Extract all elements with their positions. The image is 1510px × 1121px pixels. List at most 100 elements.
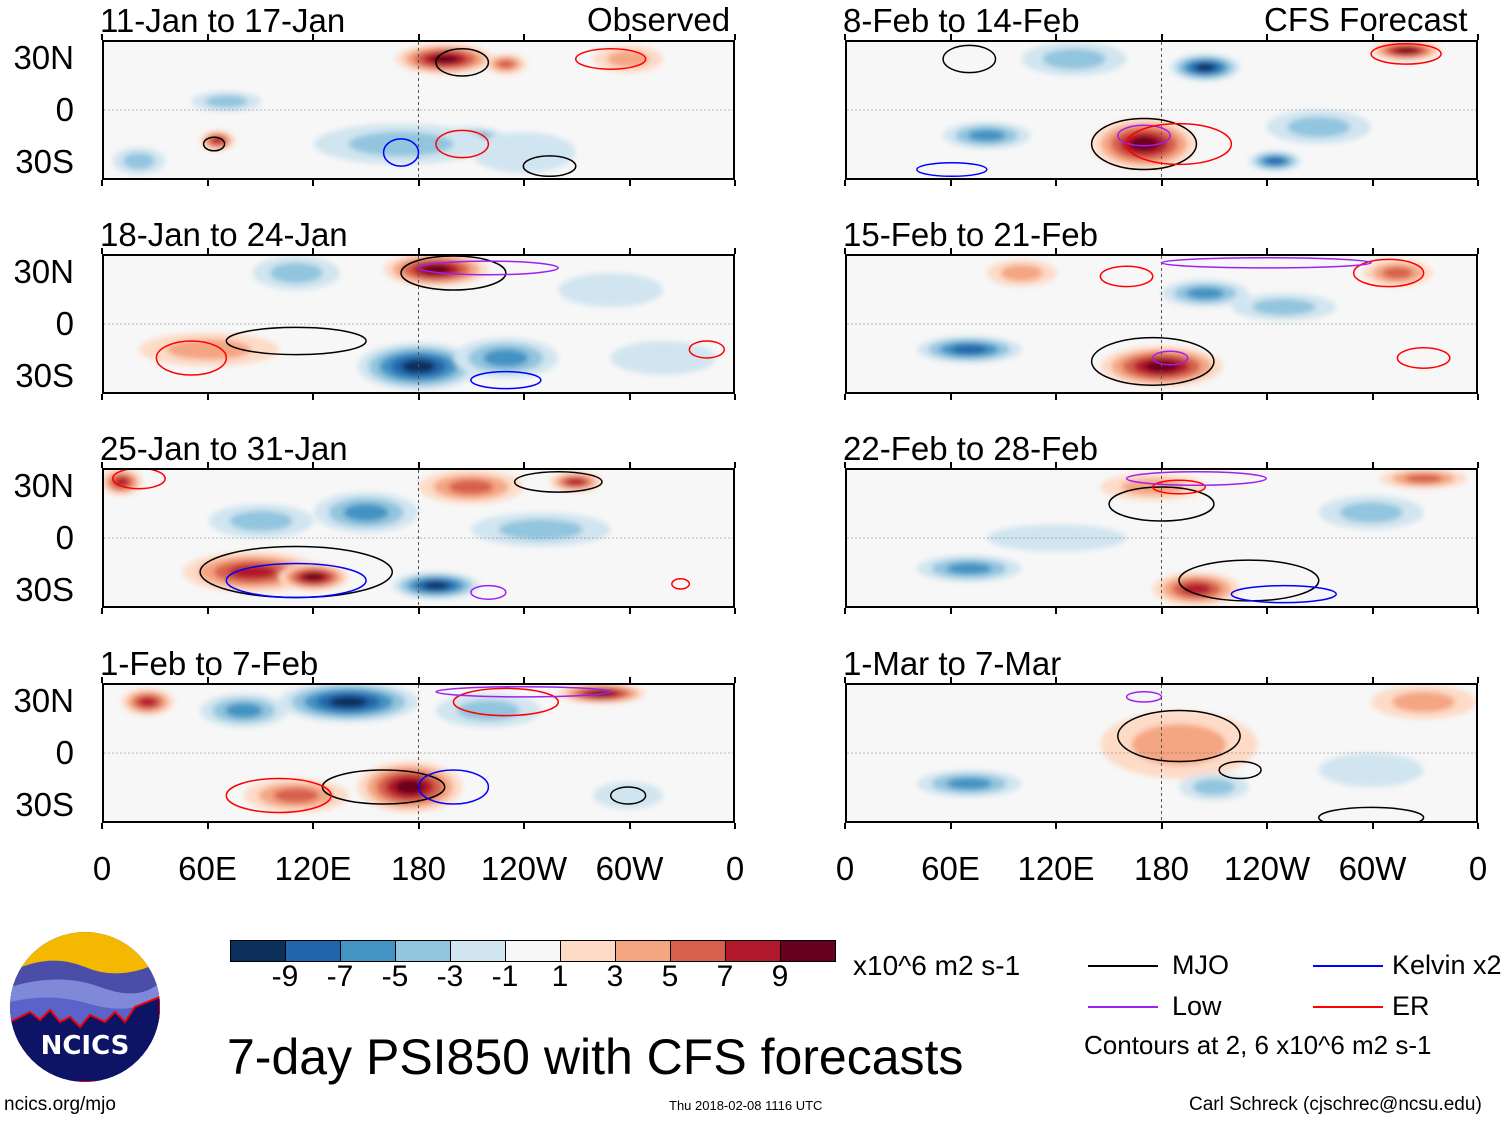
tick-mark bbox=[1160, 608, 1163, 614]
anomaly-shading bbox=[593, 781, 664, 810]
tick-mark bbox=[1266, 248, 1268, 254]
tick-mark bbox=[734, 34, 736, 40]
tick-mark bbox=[844, 677, 846, 683]
map-panel bbox=[102, 468, 735, 608]
kelvin-contour bbox=[226, 564, 366, 598]
anomaly-shading bbox=[395, 780, 425, 794]
tick-mark bbox=[1055, 608, 1057, 614]
tick-mark bbox=[1160, 248, 1163, 254]
figure-title: 7-day PSI850 with CFS forecasts bbox=[227, 1029, 964, 1085]
tick-mark bbox=[628, 677, 631, 683]
colorbar-label: 7 bbox=[716, 960, 734, 993]
legend-mjo: MJO bbox=[1172, 950, 1229, 980]
map-panel bbox=[845, 254, 1478, 394]
x-tick-label: 60E bbox=[178, 850, 237, 887]
er-contour bbox=[689, 341, 724, 358]
anomaly-shading bbox=[1186, 287, 1224, 300]
tick-mark bbox=[844, 462, 846, 468]
y-tick-label: 30S bbox=[15, 571, 74, 608]
tick-mark bbox=[1160, 34, 1163, 40]
colorbar-swatch bbox=[231, 941, 286, 961]
anomaly-shading bbox=[273, 788, 319, 803]
ncics-link[interactable]: ncics.org/mjo bbox=[4, 1094, 116, 1115]
tick-mark bbox=[1477, 394, 1479, 400]
anomaly-shading bbox=[951, 344, 987, 355]
anomaly-shading bbox=[205, 95, 248, 108]
kelvin-contour bbox=[419, 770, 489, 804]
colorbar-label: 3 bbox=[606, 960, 624, 993]
mjo-contour bbox=[1319, 807, 1424, 821]
tick-mark bbox=[949, 248, 952, 254]
tick-mark bbox=[417, 823, 420, 829]
tick-mark bbox=[1160, 462, 1163, 468]
er-contour bbox=[672, 579, 689, 589]
y-tick-label: 0 bbox=[55, 734, 74, 771]
er-contour bbox=[156, 341, 226, 375]
panel-title: 1-Mar to 7-Mar bbox=[843, 645, 1062, 682]
tick-mark bbox=[206, 462, 209, 468]
legend-kelvin-line bbox=[1313, 965, 1383, 967]
credit: Carl Schreck (cjschrec@ncsu.edu) bbox=[1189, 1094, 1482, 1115]
colorbar-swatch bbox=[616, 941, 671, 961]
panel-title: 11-Jan to 17-Jan bbox=[100, 2, 346, 39]
tick-mark bbox=[1371, 180, 1374, 186]
er-contour bbox=[113, 470, 165, 489]
tick-mark bbox=[628, 394, 631, 400]
legend-kelvin: Kelvin x2 bbox=[1392, 950, 1502, 980]
tick-mark bbox=[1055, 462, 1057, 468]
mjo-contour bbox=[436, 49, 488, 76]
y-tick-label: 30S bbox=[15, 786, 74, 823]
anomaly-shading bbox=[225, 703, 263, 718]
tick-mark bbox=[1160, 677, 1163, 683]
mjo-contour bbox=[515, 472, 602, 492]
anomaly-shading bbox=[348, 131, 454, 157]
anomaly-shading bbox=[123, 152, 155, 170]
tick-mark bbox=[206, 394, 209, 400]
tick-mark bbox=[312, 462, 314, 468]
tick-mark bbox=[1371, 394, 1374, 400]
tick-mark bbox=[1371, 608, 1374, 614]
mjo-contour bbox=[204, 137, 225, 151]
y-tick-label: 30N bbox=[13, 39, 74, 76]
tick-mark bbox=[1266, 823, 1268, 829]
tick-mark bbox=[1160, 180, 1163, 186]
logo-graphic: NCICS bbox=[10, 932, 160, 1082]
kelvin-contour bbox=[384, 139, 419, 166]
observed-label: Observed bbox=[587, 1, 731, 38]
tick-mark bbox=[1371, 248, 1374, 254]
tick-mark bbox=[1055, 34, 1057, 40]
x-tick-label: 120E bbox=[1017, 850, 1095, 887]
tick-mark bbox=[844, 34, 846, 40]
tick-mark bbox=[1055, 394, 1057, 400]
mjo-contour bbox=[1109, 487, 1214, 521]
tick-mark bbox=[734, 608, 736, 614]
er-contour bbox=[436, 130, 488, 157]
y-tick-label: 30S bbox=[15, 357, 74, 394]
tick-mark bbox=[734, 823, 736, 829]
tick-mark bbox=[523, 677, 525, 683]
tick-mark bbox=[949, 677, 952, 683]
tick-mark bbox=[734, 394, 736, 400]
tick-mark bbox=[628, 34, 631, 40]
anomaly-shading bbox=[1266, 157, 1284, 165]
anomaly-shading bbox=[448, 479, 494, 495]
er-contour bbox=[1100, 266, 1152, 286]
anomaly-shading bbox=[1192, 778, 1235, 796]
tick-mark bbox=[1160, 823, 1163, 829]
anomaly-shading bbox=[470, 132, 576, 173]
anomaly-shading bbox=[1404, 474, 1443, 483]
tick-mark bbox=[417, 248, 420, 254]
tick-mark bbox=[312, 823, 314, 829]
anomaly-shading bbox=[946, 562, 992, 575]
er-contour bbox=[226, 779, 331, 813]
tick-mark bbox=[312, 180, 314, 186]
tick-mark bbox=[1371, 677, 1374, 683]
tick-mark bbox=[523, 248, 525, 254]
tick-mark bbox=[312, 248, 314, 254]
tick-mark bbox=[101, 180, 103, 186]
tick-mark bbox=[949, 823, 952, 829]
anomaly-shading bbox=[1382, 267, 1413, 279]
colorbar-swatch bbox=[451, 941, 506, 961]
tick-mark bbox=[628, 608, 631, 614]
y-tick-label: 0 bbox=[55, 91, 74, 128]
